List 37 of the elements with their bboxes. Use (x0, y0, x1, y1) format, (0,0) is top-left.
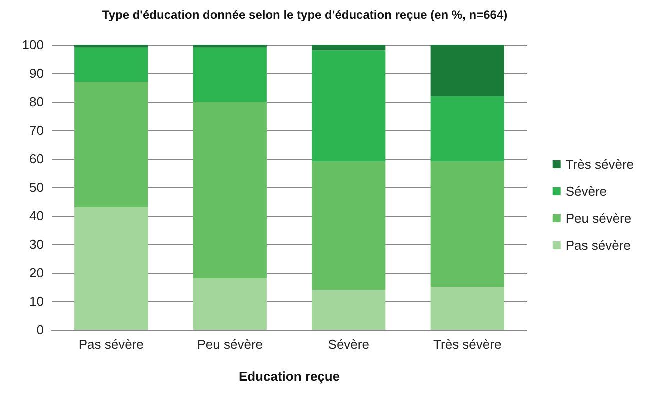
bar (74, 207, 148, 330)
x-axis-title: Education reçue (238, 369, 340, 384)
bar (430, 162, 504, 288)
y-tick-label: 80 (30, 94, 44, 110)
bar (193, 278, 267, 330)
y-tick-label: 70 (30, 123, 44, 138)
bar (312, 162, 386, 290)
bar (74, 45, 148, 48)
bar (430, 45, 504, 96)
bar (74, 82, 148, 208)
y-tick-label: 50 (30, 180, 44, 195)
x-tick-label: Peu sévère (197, 337, 264, 352)
legend-label: Peu sévère (566, 211, 632, 226)
y-tick-label: 100 (22, 38, 44, 52)
bar (312, 50, 386, 162)
legend-label: Très sévère (566, 157, 634, 172)
y-tick-label: 40 (30, 208, 44, 224)
bar (193, 48, 267, 102)
y-tick-label: 0 (36, 322, 44, 338)
legend-label: Pas sévère (566, 238, 631, 253)
bar (312, 45, 386, 51)
legend-label: Sévère (566, 184, 608, 199)
x-tick-label: Très sévère (434, 337, 502, 352)
bar (312, 290, 386, 330)
bar (193, 45, 267, 48)
bar (430, 96, 504, 162)
x-tick-label: Sévère (328, 337, 370, 352)
bar (74, 48, 148, 82)
y-tick-label: 30 (30, 237, 44, 252)
chart-title: Type d'éducation donnée selon le type d'éducation reçue (en %, n=664) (102, 8, 508, 22)
y-tick-label: 90 (30, 66, 44, 81)
y-tick-label: 60 (30, 152, 44, 166)
y-tick-label: 20 (30, 266, 44, 280)
x-tick-label: Pas sévère (78, 337, 144, 352)
bar (193, 102, 267, 279)
bar (430, 287, 504, 330)
y-tick-label: 10 (30, 294, 44, 309)
